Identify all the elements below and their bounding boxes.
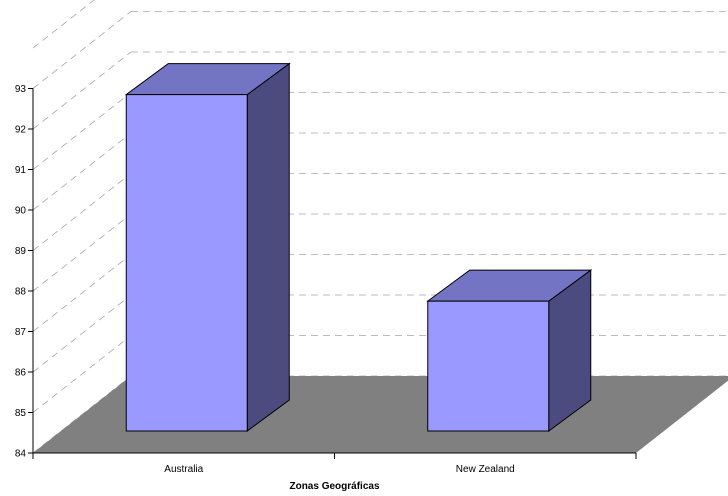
bar (426, 269, 593, 432)
y-tick-label: 85 (15, 408, 27, 419)
gridline-diagonal (32, 11, 132, 89)
y-tick-label: 92 (15, 125, 27, 136)
y-tick-label: 91 (15, 165, 27, 176)
y-tick-label: 89 (15, 246, 27, 257)
bar (124, 62, 291, 432)
category-labels: Australia New Zealand (164, 464, 514, 475)
gridline-diagonal (32, 92, 132, 170)
y-tick-label: 90 (15, 206, 27, 217)
y-tick-label: 86 (15, 368, 27, 379)
y-tick-label: 87 (15, 327, 27, 338)
gridline-diagonal (32, 335, 132, 413)
bar-side-face (246, 62, 290, 432)
bar-front-face (427, 300, 550, 432)
y-tick-label: 88 (15, 287, 27, 298)
gridline-diagonal (32, 132, 132, 211)
x-category-label: New Zealand (456, 464, 515, 475)
gridline-diagonal (32, 254, 132, 332)
gridline-diagonal (32, 294, 132, 373)
bar-front-face (125, 94, 248, 432)
gridline-diagonal (32, 173, 132, 251)
x-category-label: Australia (164, 464, 203, 475)
x-axis-ticks (32, 453, 637, 459)
gridline-diagonal (32, 0, 95, 49)
bars (124, 62, 593, 432)
gridline-diagonal (32, 213, 132, 292)
y-tick-label: 84 (15, 449, 27, 460)
gridline-diagonal (32, 51, 132, 130)
x-axis-title: Zonas Geográficas (289, 481, 379, 492)
y-tick-label: 93 (15, 84, 27, 95)
y-axis-ticks: 84 85 86 87 88 89 90 91 92 93 (15, 84, 33, 460)
